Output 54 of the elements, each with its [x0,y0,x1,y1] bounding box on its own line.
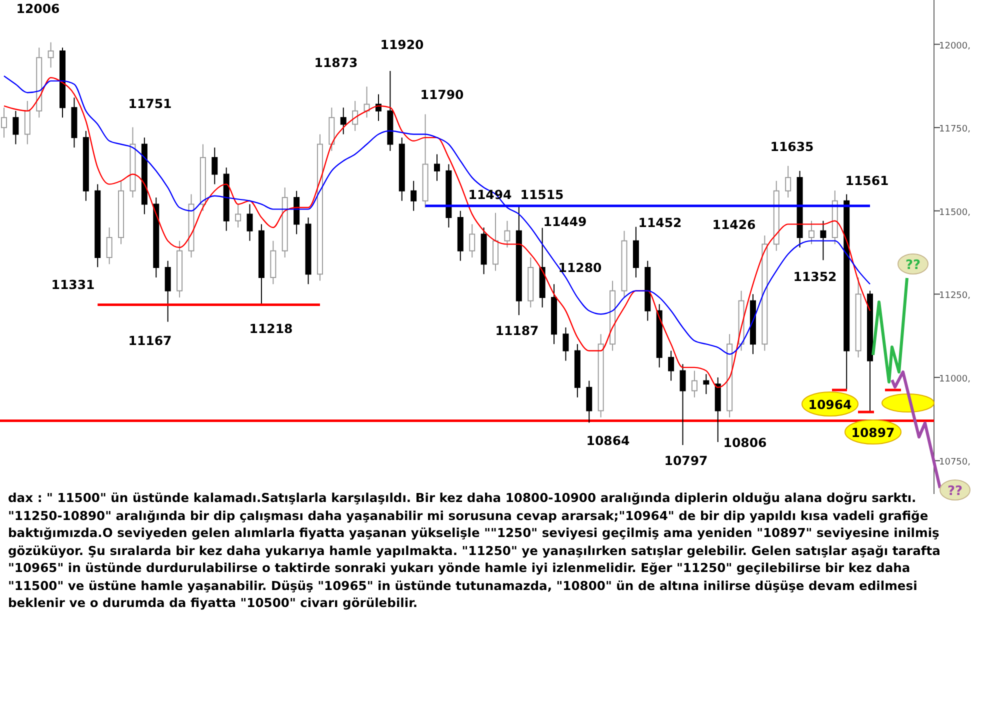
text: ?? [905,258,921,273]
candlestick [48,42,54,68]
candlestick [12,110,19,145]
annotation: 11187 [495,323,539,338]
annotation: 11167 [128,333,172,348]
text: ?? [947,484,963,499]
candlestick [410,180,417,212]
y-tick-label: 11000, [939,374,970,384]
annotation: 11873 [314,55,358,70]
candlestick [820,220,826,261]
annotation: 11426 [712,217,756,232]
candlestick [492,212,499,272]
annotation: 12006 [16,1,60,16]
annotation: 11352 [793,269,837,284]
candlestick [680,364,686,446]
annotation: 10897 [851,425,895,440]
candlestick [164,260,171,322]
candlestick [235,204,242,228]
annotation: 11920 [380,37,424,52]
candlestick [212,147,218,185]
annotation: 11218 [249,321,293,336]
candlestick [106,227,112,265]
annotation: 10797 [664,453,708,468]
candlestick [785,165,792,198]
candlestick [562,326,569,362]
candlestick [340,107,346,135]
candlestick [246,204,253,242]
annotation: 10964 [808,397,852,412]
y-tick-label: 11500, [939,208,970,218]
annotation: dax : " 11500" ün üstünde kalamadı.Satışlarla karşılaşıldı. Bir kez daha 10800-10900 aralığında diplerin olduğu alana doğru sarktı. "11250-10890" aralığında bir dip çalışması daha yaşanabilir mi sorusuna cevap ararsak;"10964" de bir dip yapıldı kısa vadeli grafiğe baktığımızda.O seviyeden gelen alımlarla fiyatta yaşanan yükselişle ""1250" seviyesi geçilmiş ama yeniden "10897" seviyesine inilmiş gözüküyor. Şu sıralarda bir kez daha yukarıya hamle yapılmakta. "11250" ye yanaşılırken satışlar gelebilir. Gelen satışlar aşağı tarafta "10965" in üstünde durdurulabilirse o taktirde sonraki yukarı yönde hamle iyi izlenmelidir. Eğer "11250" geçilebilirse bir kez daha "11500" ve üstüne hamle yaşanabilir. Düşüş "10965" in üstünde tutunamazda, "10800" ün de altına inilirse düşüşe devam edilmesi beklenir ve o durumda da fiyatta "10500" civarı görülebilir. [8,491,940,610]
candlestick [808,220,814,245]
candlestick [24,100,30,145]
annotation: 11452 [638,215,682,230]
candlestick [434,154,440,182]
annotation: 11449 [543,214,587,229]
annotation: 11331 [51,277,95,292]
annotation: 11635 [770,139,814,154]
y-tick-label: 12000, [939,41,970,52]
y-tick-label: 11750, [939,124,970,135]
annotation: 10806 [723,435,768,450]
annotation: 11280 [558,260,602,275]
candlestick [691,370,698,398]
annotation: 11790 [420,87,464,102]
candlestick [504,220,510,248]
candlestick [703,374,710,395]
annotation: 11751 [128,96,172,111]
y-tick-label: 11250, [939,291,970,302]
candlestick [586,380,592,424]
candlestick [469,224,476,258]
candlestick [668,350,674,382]
y-tick-label: 10750, [939,458,970,468]
annotation: 10864 [586,433,630,448]
annotation: 11515 [520,187,564,202]
annotation: 11561 [845,173,889,188]
